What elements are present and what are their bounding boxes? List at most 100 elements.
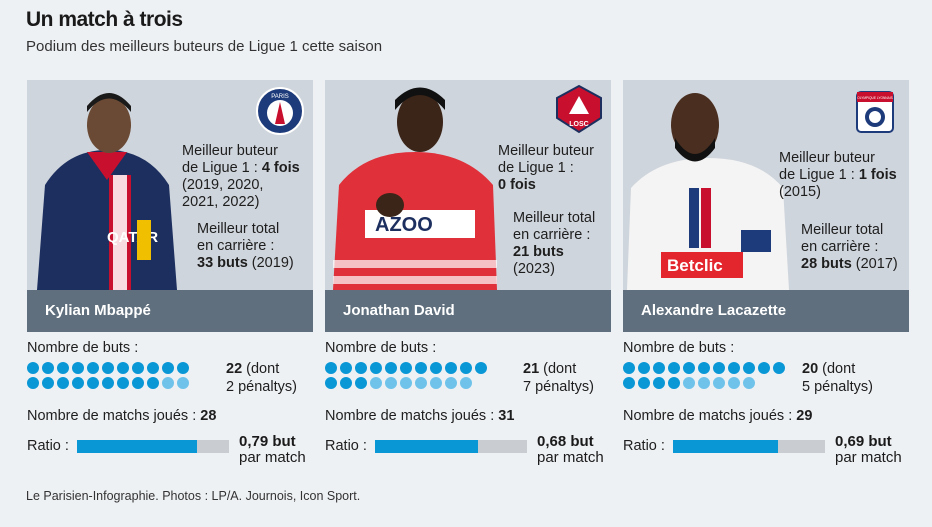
- ratio-label: Ratio :: [325, 438, 367, 454]
- goal-dot: [668, 362, 680, 374]
- goals-value: 21 (dont 7 pénaltys): [523, 361, 594, 395]
- goal-dot: [370, 362, 382, 374]
- goal-dot: [102, 377, 114, 389]
- goal-dot: [355, 362, 367, 374]
- svg-text:Betclic: Betclic: [667, 256, 723, 275]
- goal-dot: [355, 377, 367, 389]
- goal-dot: [430, 362, 442, 374]
- penalty-goal-dot: [370, 377, 382, 389]
- goal-dot: [460, 362, 472, 374]
- goal-dot: [668, 377, 680, 389]
- goal-dot: [445, 362, 457, 374]
- matches-played: Nombre de matchs joués : 31: [325, 408, 515, 424]
- goals-value: 22 (dont 2 pénaltys): [226, 361, 297, 395]
- goal-dot: [27, 362, 39, 374]
- svg-text:LOSC: LOSC: [569, 121, 588, 128]
- goal-dot: [638, 377, 650, 389]
- page-title: Un match à trois: [26, 8, 183, 31]
- penalty-goal-dot: [683, 377, 695, 389]
- goal-dot: [385, 362, 397, 374]
- goal-dot: [87, 362, 99, 374]
- goal-dot: [72, 377, 84, 389]
- penalty-goal-dot: [415, 377, 427, 389]
- goal-dot: [42, 362, 54, 374]
- ratio-label: Ratio :: [623, 438, 665, 454]
- goal-dot: [177, 362, 189, 374]
- ratio-label: Ratio :: [27, 438, 69, 454]
- goal-dot: [773, 362, 785, 374]
- psg-crest-icon: PARIS: [255, 86, 305, 141]
- ratio-value: 0,69 but par match: [835, 433, 902, 466]
- ratio-bar-fill: [673, 440, 778, 453]
- goals-label: Nombre de buts :: [623, 340, 735, 356]
- penalty-goal-dot: [698, 377, 710, 389]
- penalty-goal-dot: [713, 377, 725, 389]
- ratio-bar: [375, 440, 527, 453]
- goal-dot: [415, 362, 427, 374]
- goal-dot: [72, 362, 84, 374]
- goal-dot: [42, 377, 54, 389]
- goal-dot: [132, 362, 144, 374]
- goal-dot: [743, 362, 755, 374]
- goal-dot: [57, 362, 69, 374]
- player-name: Jonathan David: [325, 290, 611, 332]
- goal-dot: [758, 362, 770, 374]
- goals-label: Nombre de buts :: [325, 340, 437, 356]
- career-total-stat: Meilleur total en carrière : 21 buts (20…: [513, 210, 596, 277]
- penalty-goal-dot: [400, 377, 412, 389]
- goal-dot: [698, 362, 710, 374]
- page-subtitle: Podium des meilleurs buteurs de Ligue 1 …: [26, 38, 383, 55]
- goal-dot: [623, 362, 635, 374]
- svg-text:PARIS: PARIS: [271, 94, 289, 100]
- goals-dots: [623, 362, 788, 389]
- goal-dot: [400, 362, 412, 374]
- goal-dot: [475, 362, 487, 374]
- goal-dot: [102, 362, 114, 374]
- penalty-goal-dot: [445, 377, 457, 389]
- goal-dot: [27, 377, 39, 389]
- player-photo: QATAR: [27, 80, 187, 290]
- goal-dot: [117, 377, 129, 389]
- goal-dot: [728, 362, 740, 374]
- player-name: Alexandre Lacazette: [623, 290, 909, 332]
- penalty-goal-dot: [162, 377, 174, 389]
- losc-crest-icon: LOSC: [555, 84, 603, 139]
- matches-played: Nombre de matchs joués : 29: [623, 408, 813, 424]
- goal-dot: [683, 362, 695, 374]
- penalty-goal-dot: [460, 377, 472, 389]
- goal-dot: [147, 377, 159, 389]
- ratio-bar: [77, 440, 229, 453]
- ratio-bar-fill: [375, 440, 478, 453]
- ratio-value: 0,68 but par match: [537, 433, 604, 466]
- career-total-stat: Meilleur total en carrière : 28 buts (20…: [801, 222, 898, 272]
- player-card-david: AZOO LOSC Meilleur buteur de Ligue 1 : 0…: [325, 80, 611, 332]
- player-card-mbappe: QATAR PARIS Meilleur buteur de Ligue 1 :…: [27, 80, 313, 332]
- goal-dot: [340, 377, 352, 389]
- goal-dot: [653, 362, 665, 374]
- goals-value: 20 (dont 5 pénaltys): [802, 361, 873, 395]
- player-card-lacazette: Betclic OLYMPIQUE LYONNAIS Meilleur bute…: [623, 80, 909, 332]
- ratio-bar: [673, 440, 825, 453]
- penalty-goal-dot: [743, 377, 755, 389]
- best-scorer-stat: Meilleur buteur de Ligue 1 : 1 fois (201…: [779, 150, 897, 200]
- goal-dot: [162, 362, 174, 374]
- best-scorer-stat: Meilleur buteur de Ligue 1 : 4 fois (201…: [182, 143, 300, 210]
- penalty-goal-dot: [728, 377, 740, 389]
- credits: Le Parisien-Infographie. Photos : LP/A. …: [26, 489, 361, 503]
- matches-played: Nombre de matchs joués : 28: [27, 408, 217, 424]
- goal-dot: [325, 377, 337, 389]
- ratio-value: 0,79 but par match: [239, 433, 306, 466]
- ratio-bar-fill: [77, 440, 197, 453]
- best-scorer-stat: Meilleur buteur de Ligue 1 : 0 fois: [498, 143, 594, 193]
- goal-dot: [653, 377, 665, 389]
- goal-dot: [623, 377, 635, 389]
- svg-text:AZOO: AZOO: [375, 214, 433, 236]
- penalty-goal-dot: [177, 377, 189, 389]
- svg-text:OLYMPIQUE LYONNAIS: OLYMPIQUE LYONNAIS: [857, 96, 892, 100]
- goals-dots: [325, 362, 490, 389]
- goal-dot: [713, 362, 725, 374]
- goal-dot: [117, 362, 129, 374]
- goal-dot: [87, 377, 99, 389]
- career-total-stat: Meilleur total en carrière : 33 buts (20…: [197, 221, 294, 271]
- goals-label: Nombre de buts :: [27, 340, 139, 356]
